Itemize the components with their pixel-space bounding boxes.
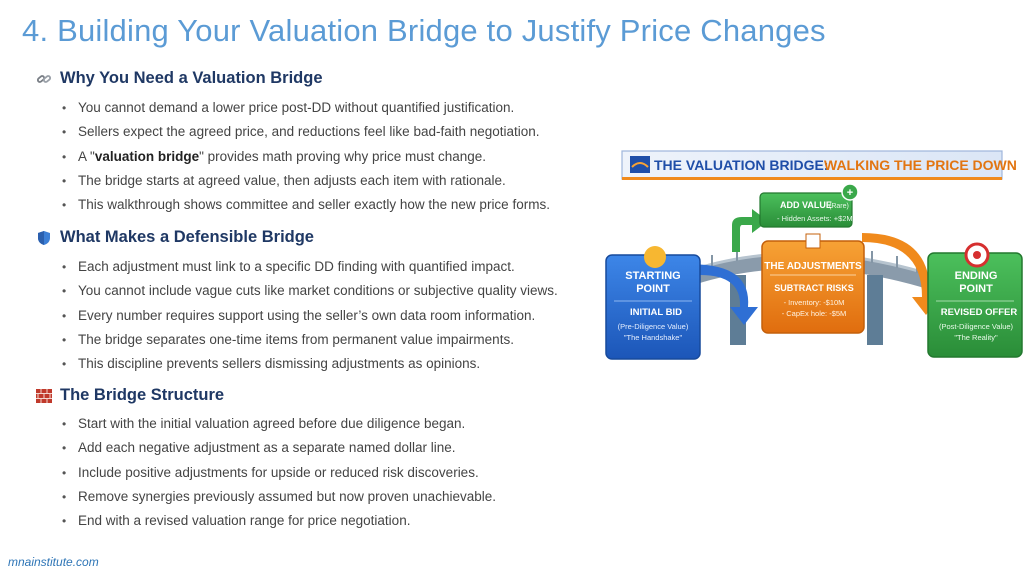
plus-icon	[841, 183, 859, 201]
brick-wall-icon	[36, 388, 52, 404]
svg-text:- CapEx hole: -$5M: - CapEx hole: -$5M	[782, 309, 847, 318]
chart-icon	[805, 233, 821, 249]
svg-text:ENDING: ENDING	[955, 270, 998, 282]
section-heading-label: What Makes a Defensible Bridge	[60, 228, 314, 246]
list-item: You cannot demand a lower price post-DD …	[60, 96, 550, 121]
svg-text:(Post-Diligence Value): (Post-Diligence Value)	[939, 322, 1014, 331]
svg-text:POINT: POINT	[636, 283, 670, 295]
svg-text:SUBTRACT RISKS: SUBTRACT RISKS	[774, 283, 854, 293]
svg-text:REVISED OFFER: REVISED OFFER	[941, 307, 1018, 318]
banner: THE VALUATION BRIDGE: WALKING THE PRICE …	[621, 150, 1017, 180]
link-icon	[36, 71, 52, 87]
bridge-icon	[630, 156, 650, 173]
list-item: The bridge starts at agreed value, then …	[60, 169, 550, 194]
bullet-list-structure: Start with the initial valuation agreed …	[60, 412, 496, 534]
banner-title-part1: THE VALUATION BRIDGE:	[654, 157, 828, 173]
svg-text:THE ADJUSTMENTS: THE ADJUSTMENTS	[764, 261, 862, 272]
list-item: A "valuation bridge" provides math provi…	[60, 145, 550, 170]
section-heading-defensible: What Makes a Defensible Bridge	[36, 228, 314, 247]
list-item: This walkthrough shows committee and sel…	[60, 193, 550, 218]
list-item: You cannot include vague cuts like marke…	[60, 279, 558, 304]
svg-text:- Hidden Assets: +$2M: - Hidden Assets: +$2M	[777, 214, 853, 223]
add-value-box: + ADD VALUE (Rare) - Hidden Assets: +$2M	[759, 183, 859, 228]
svg-text:POINT: POINT	[959, 283, 993, 295]
banner-title-part2: WALKING THE PRICE DOWN	[824, 157, 1017, 173]
svg-text:INITIAL BID: INITIAL BID	[630, 307, 682, 318]
section-heading-label: The Bridge Structure	[60, 386, 225, 404]
svg-text:STARTING: STARTING	[625, 270, 680, 282]
shield-icon	[36, 230, 52, 246]
list-item: Start with the initial valuation agreed …	[60, 412, 496, 437]
svg-text:+: +	[847, 187, 853, 199]
list-item: Sellers expect the agreed price, and red…	[60, 120, 550, 145]
bullet-list-why: You cannot demand a lower price post-DD …	[60, 96, 550, 218]
list-item: Include positive adjustments for upside …	[60, 461, 496, 486]
svg-text:"The Reality": "The Reality"	[954, 333, 998, 342]
list-item: End with a revised valuation range for p…	[60, 509, 496, 534]
section-heading-why: Why You Need a Valuation Bridge	[36, 69, 323, 88]
list-item: The bridge separates one-time items from…	[60, 328, 558, 353]
section-heading-label: Why You Need a Valuation Bridge	[60, 69, 323, 87]
arrow-down-icon	[677, 264, 758, 325]
svg-text:- Inventory: -$10M: - Inventory: -$10M	[784, 298, 845, 307]
list-item: Add each negative adjustment as a separa…	[60, 436, 496, 461]
bullet-list-defensible: Each adjustment must link to a specific …	[60, 255, 558, 377]
svg-text:"The Handshake": "The Handshake"	[624, 333, 683, 342]
svg-text:(Rare): (Rare)	[829, 203, 849, 210]
adjustments-box: THE ADJUSTMENTS SUBTRACT RISKS - Invento…	[761, 233, 865, 334]
valuation-bridge-infographic: THE VALUATION BRIDGE: WALKING THE PRICE …	[592, 147, 1024, 377]
bold-term: valuation bridge	[94, 148, 200, 164]
list-item: Remove synergies previously assumed but …	[60, 485, 496, 510]
ending-point-box: ENDING POINT REVISED OFFER (Post-Diligen…	[927, 242, 1023, 358]
svg-text:(Pre-Diligence Value): (Pre-Diligence Value)	[618, 322, 689, 331]
svg-text:ADD VALUE: ADD VALUE	[780, 200, 832, 210]
list-item: Each adjustment must link to a specific …	[60, 255, 558, 280]
starting-point-box: STARTING POINT INITIAL BID (Pre-Diligenc…	[605, 246, 701, 360]
footer-url[interactable]: mnainstitute.com	[8, 555, 99, 569]
list-item: This discipline prevents sellers dismiss…	[60, 352, 558, 377]
list-item: Every number requires support using the …	[60, 304, 558, 329]
handshake-icon	[644, 246, 666, 268]
arrow-up-icon	[732, 209, 768, 252]
section-heading-structure: The Bridge Structure	[36, 386, 224, 405]
page-title: 4. Building Your Valuation Bridge to Jus…	[22, 13, 826, 48]
